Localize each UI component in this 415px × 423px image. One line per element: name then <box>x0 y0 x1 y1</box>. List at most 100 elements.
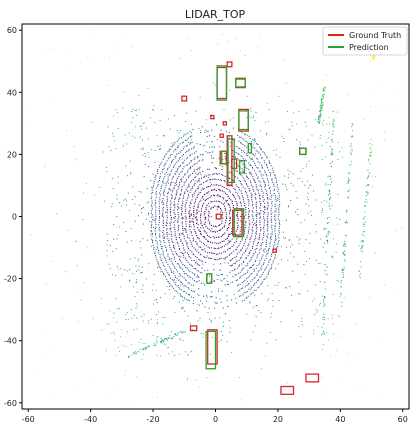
lidar-point <box>253 277 255 279</box>
lidar-point <box>155 215 157 218</box>
lidar-point <box>183 256 185 259</box>
lidar-point <box>213 280 215 283</box>
lidar-point <box>182 283 184 285</box>
lidar-point <box>210 113 212 116</box>
lidar-point <box>210 252 212 254</box>
lidar-point <box>358 356 360 358</box>
lidar-point <box>186 199 188 201</box>
lidar-point <box>270 312 272 314</box>
lidar-point <box>112 251 114 253</box>
lidar-point <box>322 94 324 96</box>
lidar-point <box>191 235 193 237</box>
lidar-point <box>329 175 331 177</box>
lidar-point <box>176 184 178 186</box>
lidar-point <box>260 226 262 228</box>
lidar-point <box>109 310 111 312</box>
lidar-point <box>181 214 183 216</box>
lidar-point <box>267 264 269 266</box>
lidar-point <box>105 166 108 169</box>
lidar-point <box>259 233 261 235</box>
lidar-point <box>182 176 184 178</box>
lidar-point <box>215 178 217 180</box>
lidar-point <box>141 349 143 351</box>
lidar-point <box>261 175 263 177</box>
lidar-point <box>116 265 118 267</box>
lidar-point <box>213 178 216 180</box>
lidar-point <box>199 317 201 319</box>
lidar-point <box>115 109 117 111</box>
lidar-point <box>211 258 213 260</box>
lidar-point <box>276 199 278 202</box>
lidar-point <box>229 331 231 333</box>
lidar-point <box>196 157 198 159</box>
lidar-point <box>327 137 329 139</box>
lidar-point <box>256 248 258 250</box>
lidar-point <box>162 214 164 216</box>
lidar-point <box>329 198 331 200</box>
lidar-point <box>161 260 163 262</box>
lidar-point <box>249 260 251 262</box>
lidar-point <box>204 144 206 146</box>
lidar-point <box>174 115 176 117</box>
lidar-point <box>111 203 113 205</box>
lidar-point <box>141 212 143 214</box>
lidar-point <box>137 215 140 217</box>
lidar-point <box>263 213 265 215</box>
lidar-point <box>364 211 366 213</box>
lidar-point <box>91 122 93 123</box>
lidar-point <box>226 228 228 230</box>
lidar-point <box>125 165 127 167</box>
lidar-point <box>273 150 275 152</box>
lidar-point <box>261 164 263 166</box>
lidar-point <box>215 124 218 126</box>
lidar-point <box>251 286 253 288</box>
lidar-point <box>251 157 253 159</box>
lidar-point <box>299 143 301 145</box>
lidar-point <box>238 186 240 189</box>
lidar-point <box>145 348 147 350</box>
lidar-point <box>222 307 224 309</box>
lidar-point <box>177 243 179 245</box>
lidar-point <box>242 199 244 201</box>
lidar-point <box>259 276 261 278</box>
lidar-point <box>323 242 326 244</box>
lidar-point <box>211 291 213 293</box>
lidar-point <box>236 253 238 255</box>
lidar-point <box>383 105 385 107</box>
lidar-point <box>192 303 194 305</box>
lidar-point <box>314 313 316 315</box>
lidar-point <box>328 131 330 133</box>
lidar-point <box>289 128 291 130</box>
lidar-point <box>199 272 201 274</box>
lidar-point <box>315 259 317 261</box>
lidar-point <box>196 174 198 176</box>
lidar-point <box>209 280 211 282</box>
lidar-point <box>151 216 153 218</box>
lidar-point <box>233 269 235 271</box>
lidar-point <box>321 295 323 297</box>
lidar-point <box>194 274 196 276</box>
lidar-point <box>79 287 81 289</box>
lidar-point <box>322 90 324 92</box>
lidar-point <box>326 242 328 244</box>
lidar-point <box>265 268 267 270</box>
lidar-point <box>207 202 209 204</box>
lidar-point <box>260 245 262 247</box>
lidar-point <box>267 250 269 252</box>
lidar-point <box>243 205 246 207</box>
x-tick-label: -20 <box>147 415 160 423</box>
lidar-point <box>227 188 229 191</box>
lidar-point <box>290 182 292 184</box>
lidar-point <box>346 222 348 224</box>
lidar-point <box>162 203 164 206</box>
lidar-point <box>246 284 248 287</box>
lidar-point <box>159 256 161 258</box>
lidar-point <box>226 295 228 297</box>
lidar-point <box>154 228 156 230</box>
lidar-point <box>314 284 316 286</box>
lidar-point <box>115 248 117 250</box>
lidar-point <box>166 285 168 288</box>
y-tick-label: 60 <box>7 26 17 35</box>
lidar-point <box>337 315 339 317</box>
lidar-point <box>190 351 192 353</box>
